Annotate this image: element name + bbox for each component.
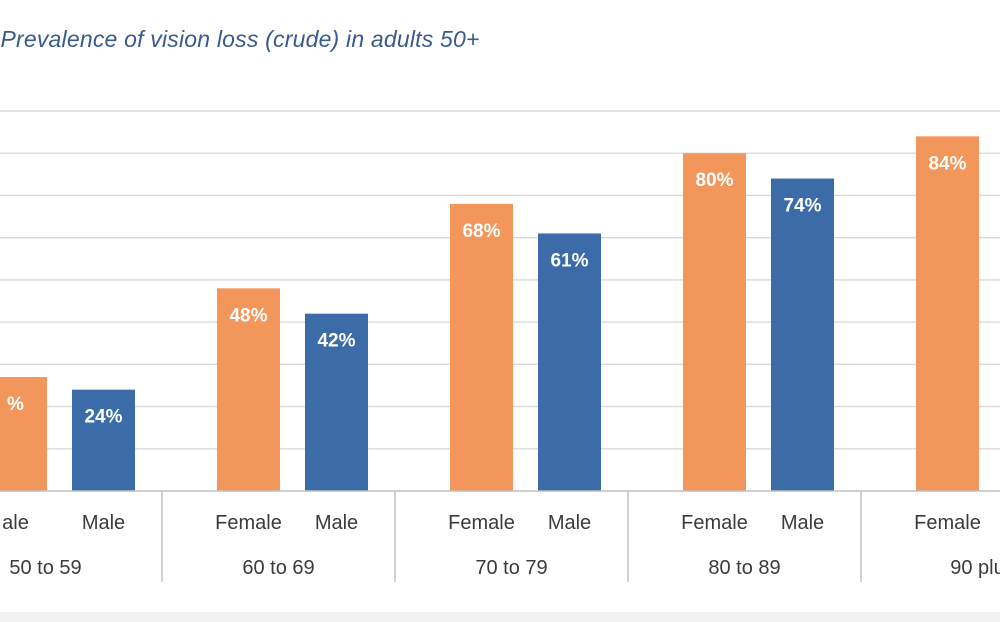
bar-female	[916, 136, 979, 492]
bar-value-label: 74%	[783, 196, 821, 217]
category-label: Female	[448, 512, 515, 534]
bar-value-label: 68%	[462, 221, 500, 242]
bar-female	[0, 377, 47, 491]
bar-value-label: 24%	[84, 407, 122, 428]
chart-title: r Prevalence of vision loss (crude) in a…	[0, 26, 480, 52]
category-axis: ale Male 50 to 59 Female Male 60 to 69 Female M…	[0, 490, 1000, 582]
bar-value-label: 61%	[550, 250, 588, 271]
bottom-strip	[0, 612, 1000, 622]
category-label: Female	[215, 512, 282, 534]
group-label: 60 to 69	[242, 557, 314, 579]
bar-male	[305, 313, 368, 491]
category-label: Male	[315, 512, 358, 534]
bar-value-label: 42%	[317, 331, 355, 352]
category-label: ale	[2, 512, 29, 534]
category-label: Male	[82, 512, 125, 534]
bar-value-label: 84%	[928, 153, 966, 174]
category-label: Male	[548, 512, 591, 534]
group-label: 90 plu	[950, 557, 1000, 579]
bar-male	[538, 233, 601, 491]
bar-value-label: %	[7, 394, 24, 415]
group-label: 50 to 59	[9, 557, 81, 579]
group-label: 70 to 79	[475, 557, 547, 579]
bar-value-label: 48%	[229, 305, 267, 326]
bar-male	[771, 178, 834, 492]
category-label: Female	[681, 512, 748, 534]
bar-value-label: 80%	[695, 170, 733, 191]
bars: % 24% 48% 42% 68% 61% 80% 74% 84%	[0, 136, 979, 492]
category-label: Female	[914, 512, 981, 534]
category-label: Male	[781, 512, 824, 534]
bar-female	[217, 288, 280, 491]
bar-male	[72, 389, 135, 491]
bar-female	[450, 203, 513, 491]
bar-female	[683, 153, 746, 491]
group-label: 80 to 89	[708, 557, 780, 579]
